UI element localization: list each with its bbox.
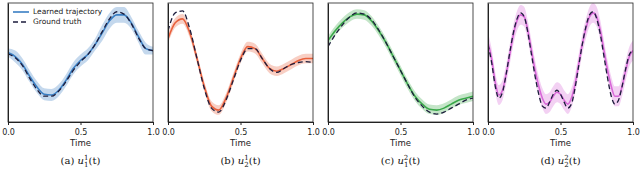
- x-tick: 0.5: [395, 122, 408, 137]
- x-tick-label: 0.5: [395, 128, 408, 137]
- x-tick-mark: [241, 122, 242, 125]
- panel: 0.0 0.5 1.0 Time (c) u21(t): [322, 3, 480, 169]
- x-axis: 0.0 0.5 1.0: [162, 122, 320, 137]
- legend: Learned trajectoryGround truth: [13, 7, 103, 26]
- x-tick-mark: [313, 122, 314, 125]
- plot-frame: [8, 3, 153, 122]
- x-tick-label: 0.5: [555, 128, 568, 137]
- x-tick-label: 1.0: [307, 128, 320, 137]
- x-tick: 1.0: [147, 122, 160, 137]
- plot-area: [168, 11, 313, 115]
- y-axis: [8, 4, 9, 123]
- caption: (a) u11(t): [61, 154, 101, 169]
- ground-truth-line: [168, 11, 313, 112]
- plot-frame: [328, 3, 473, 122]
- figure: 0.0 0.5 1.0 Time (a) u11(t) Learned trajector…: [0, 0, 640, 173]
- x-tick: 0.0: [482, 122, 495, 137]
- x-tick: 0.0: [2, 122, 15, 137]
- y-axis: [328, 4, 329, 123]
- legend-swatch: [13, 11, 29, 13]
- x-tick: 1.0: [467, 122, 480, 137]
- uncertainty-band: [8, 7, 153, 101]
- plot-frame: [168, 3, 313, 122]
- y-axis-line: [488, 4, 489, 123]
- plot-frame: [488, 3, 633, 122]
- x-tick-mark: [153, 122, 154, 125]
- ground-truth-line: [488, 12, 633, 108]
- x-axis-title: Time: [549, 138, 571, 148]
- x-tick-label: 0.0: [2, 128, 15, 137]
- caption: (b) u12(t): [220, 154, 260, 169]
- y-axis: [488, 4, 489, 123]
- uncertainty-band: [328, 9, 473, 115]
- x-tick: 1.0: [627, 122, 640, 137]
- y-axis-line: [328, 4, 329, 123]
- caption: (d) u22(t): [540, 154, 580, 169]
- x-tick-mark: [81, 122, 82, 125]
- legend-label: Learned trajectory: [33, 7, 103, 16]
- x-tick-label: 1.0: [627, 128, 640, 137]
- trajectory-line: [328, 14, 473, 110]
- uncertainty-band: [488, 3, 633, 114]
- caption: (c) u21(t): [381, 154, 421, 169]
- x-tick-mark: [401, 122, 402, 125]
- x-axis-title: Time: [69, 138, 91, 148]
- x-tick-label: 1.0: [147, 128, 160, 137]
- panel: 0.0 0.5 1.0 Time (a) u11(t) Learned trajector…: [2, 3, 160, 169]
- x-tick-label: 0.5: [235, 128, 248, 137]
- ground-truth-line: [328, 13, 473, 114]
- caption-label: (c): [381, 155, 398, 166]
- panel: 0.0 0.5 1.0 Time (b) u12(t): [162, 3, 320, 169]
- x-tick-mark: [561, 122, 562, 125]
- caption-label: (b): [220, 155, 237, 166]
- x-axis-title: Time: [229, 138, 251, 148]
- x-tick: 0.5: [555, 122, 568, 137]
- x-tick: 0.5: [235, 122, 248, 137]
- x-axis: 0.0 0.5 1.0: [322, 122, 480, 137]
- panel: 0.0 0.5 1.0 Time (d) u22(t): [482, 3, 640, 169]
- x-tick-mark: [633, 122, 634, 125]
- caption-label: (a): [61, 155, 78, 166]
- caption-argument: (t): [89, 155, 101, 166]
- legend-label: Ground truth: [33, 17, 82, 26]
- x-tick-label: 0.5: [75, 128, 88, 137]
- caption-label: (d): [540, 155, 557, 166]
- x-axis: 0.0 0.5 1.0: [2, 122, 160, 137]
- x-tick-label: 0.0: [162, 128, 175, 137]
- x-axis: 0.0 0.5 1.0: [482, 122, 640, 137]
- plot-area: [328, 9, 473, 115]
- x-tick: 1.0: [307, 122, 320, 137]
- plot-area: [8, 7, 153, 101]
- caption-argument: (t): [249, 155, 261, 166]
- x-tick: 0.5: [75, 122, 88, 137]
- x-axis-title: Time: [389, 138, 411, 148]
- x-tick-label: 1.0: [467, 128, 480, 137]
- x-tick-label: 0.0: [482, 128, 495, 137]
- caption-argument: (t): [569, 155, 581, 166]
- legend-swatch: [13, 21, 29, 22]
- x-tick-label: 0.0: [322, 128, 335, 137]
- x-tick: 0.0: [322, 122, 335, 137]
- y-axis-line: [168, 4, 169, 123]
- x-tick: 0.0: [162, 122, 175, 137]
- plot-area: [488, 3, 633, 114]
- ground-truth-line: [8, 12, 153, 96]
- trajectory-line: [488, 13, 633, 104]
- trajectory-line: [8, 15, 153, 95]
- x-tick-mark: [473, 122, 474, 125]
- y-axis-line: [8, 4, 9, 123]
- y-axis: [168, 4, 169, 123]
- caption-argument: (t): [408, 155, 420, 166]
